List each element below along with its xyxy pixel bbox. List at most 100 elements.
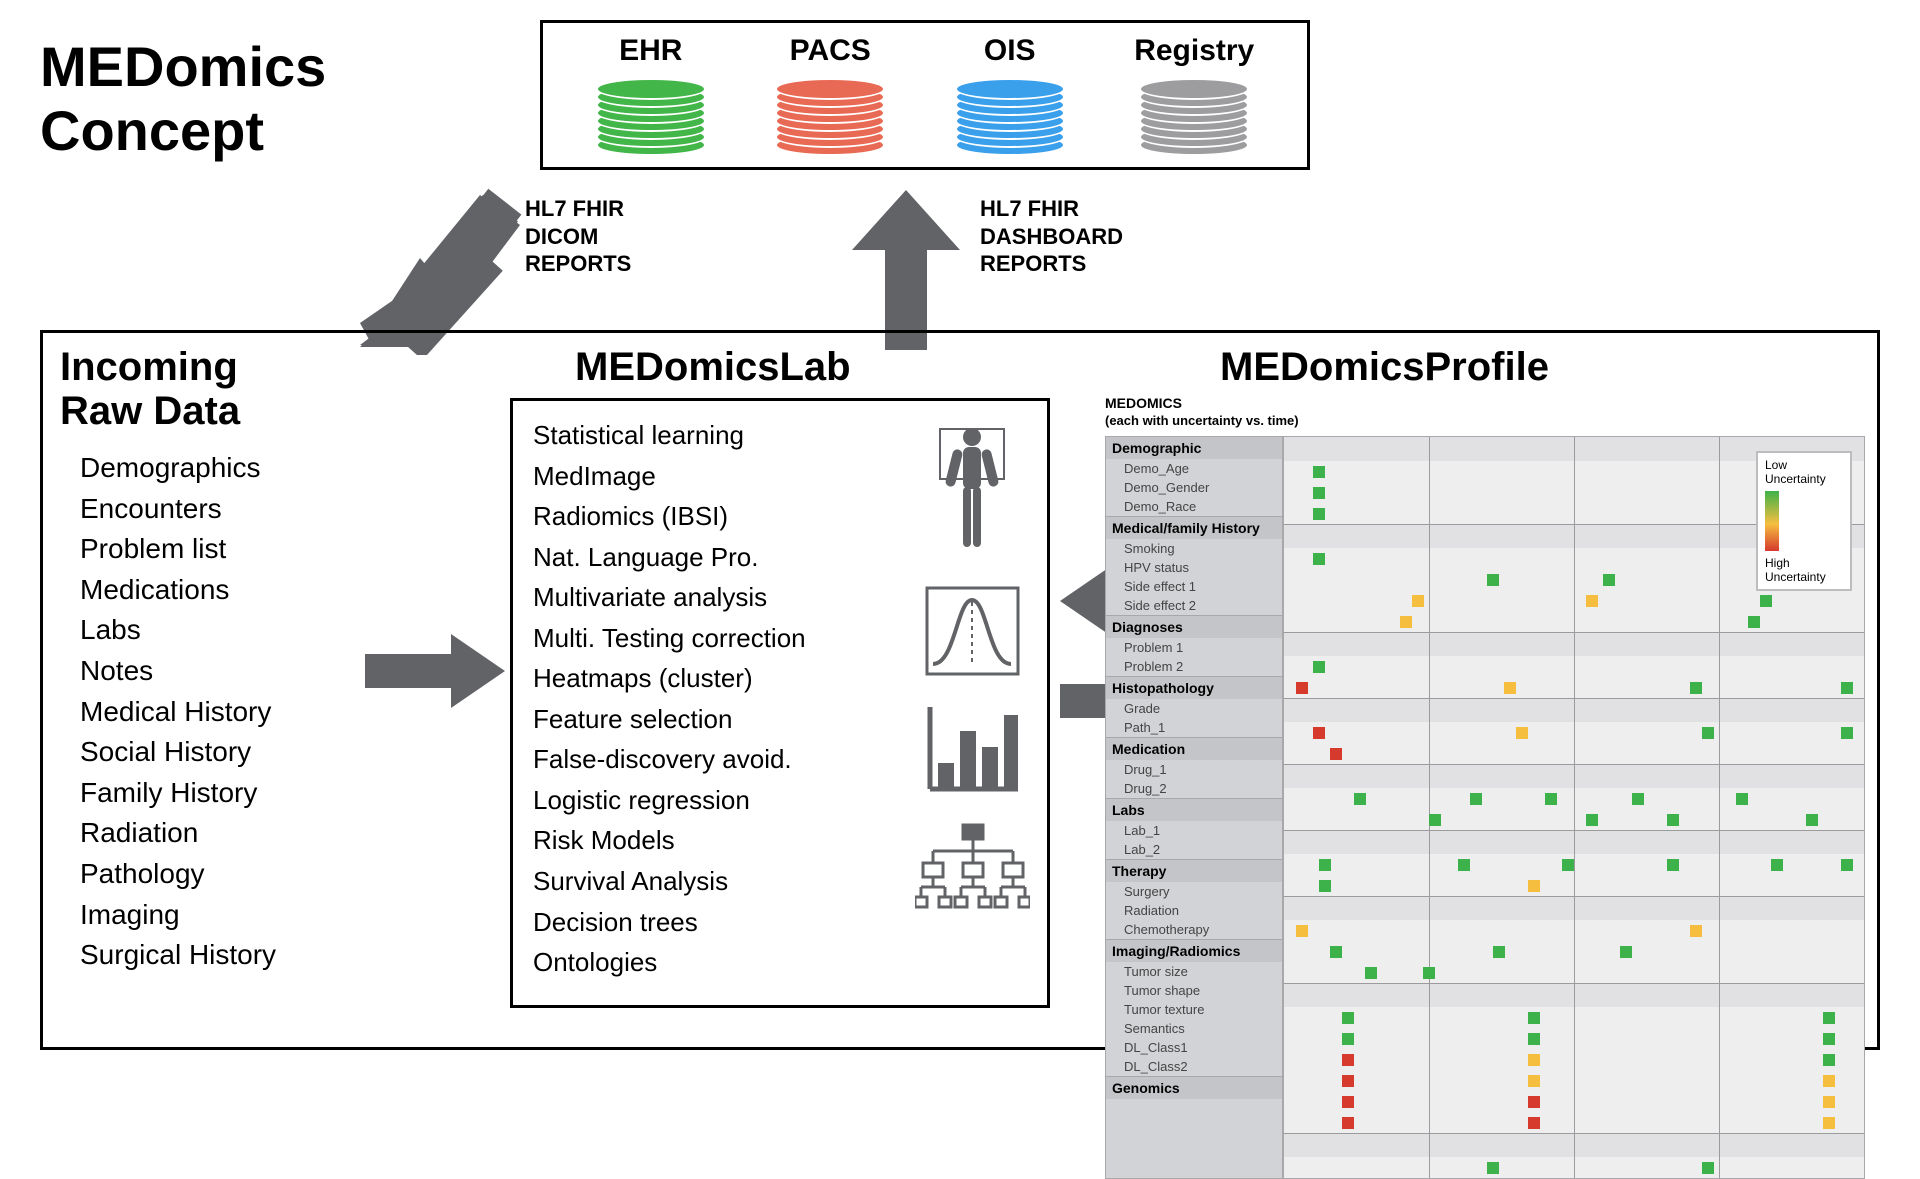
uncertainty-cell [1342, 1033, 1354, 1045]
uncertainty-cell [1342, 1012, 1354, 1024]
uncertainty-cell [1841, 682, 1853, 694]
profile-group-head: Labs [1106, 798, 1282, 821]
uncertainty-cell [1528, 1075, 1540, 1087]
uncertainty-cell [1528, 1033, 1540, 1045]
disk-stack-icon [1139, 78, 1249, 156]
uncertainty-cell [1603, 574, 1615, 586]
data-sources-box: EHRPACSOISRegistry [540, 20, 1310, 170]
uncertainty-cell [1296, 925, 1308, 937]
source-label: PACS [790, 34, 871, 68]
uncertainty-cell [1823, 1096, 1835, 1108]
profile-heat-grid: Low Uncertainty High Uncertainty [1283, 436, 1865, 1179]
disk-stack-icon [596, 78, 706, 156]
uncertainty-cell [1823, 1012, 1835, 1024]
profile-group-head: Therapy [1106, 859, 1282, 882]
arrow-raw-to-lab-icon [365, 630, 505, 710]
raw-data-item: Encounters [80, 489, 276, 530]
medomicslab-title: MEDomicsLab [575, 345, 851, 389]
lab-method-item: Feature selection [533, 699, 917, 740]
diagram-title: MEDomics Concept [40, 35, 326, 164]
medomicsprofile-panel: MEDOMICS (each with uncertainty vs. time… [1105, 395, 1865, 1035]
lab-method-item: Survival Analysis [533, 861, 917, 902]
uncertainty-cell [1586, 814, 1598, 826]
lab-method-item: Multi. Testing correction [533, 618, 917, 659]
uncertainty-cell [1771, 859, 1783, 871]
uncertainty-cell [1841, 727, 1853, 739]
arrow-sources-to-raw-icon [360, 180, 540, 350]
bell-curve-icon [925, 586, 1020, 676]
bar-chart-icon [922, 701, 1022, 796]
profile-row-label: Grade [1106, 699, 1282, 718]
raw-data-item: Imaging [80, 895, 276, 936]
source-item: OIS [955, 34, 1065, 156]
uncertainty-cell [1313, 553, 1325, 565]
source-label: EHR [619, 34, 682, 68]
uncertainty-cell [1748, 616, 1760, 628]
uncertainty-cell [1296, 682, 1308, 694]
uncertainty-cell [1365, 967, 1377, 979]
uncertainty-cell [1667, 814, 1679, 826]
profile-group-head: Genomics [1106, 1076, 1282, 1099]
lab-method-item: Multivariate analysis [533, 577, 917, 618]
uncertainty-cell [1330, 748, 1342, 760]
uncertainty-cell [1528, 1117, 1540, 1129]
uncertainty-cell [1458, 859, 1470, 871]
uncertainty-cell [1586, 595, 1598, 607]
uncertainty-cell [1493, 946, 1505, 958]
profile-row-label: Demo_Age [1106, 459, 1282, 478]
uncertainty-cell [1823, 1054, 1835, 1066]
profile-row-label [1106, 1099, 1282, 1103]
profile-row-label: Lab_1 [1106, 821, 1282, 840]
source-label: OIS [984, 34, 1036, 68]
uncertainty-cell [1319, 859, 1331, 871]
decision-tree-icon [915, 821, 1030, 921]
lab-method-item: Decision trees [533, 902, 917, 943]
lab-method-item: False-discovery avoid. [533, 739, 917, 780]
uncertainty-cell [1354, 793, 1366, 805]
lab-method-item: Statistical learning [533, 415, 917, 456]
uncertainty-cell [1313, 727, 1325, 739]
raw-data-item: Labs [80, 610, 276, 651]
uncertainty-cell [1690, 925, 1702, 937]
uncertainty-cell [1823, 1117, 1835, 1129]
profile-row-label: Side effect 2 [1106, 596, 1282, 615]
uncertainty-cell [1313, 508, 1325, 520]
profile-row-label: DL_Class1 [1106, 1038, 1282, 1057]
medomicslab-box: Statistical learningMedImageRadiomics (I… [510, 398, 1050, 1008]
uncertainty-cell [1528, 1054, 1540, 1066]
profile-row-labels: DemographicDemo_AgeDemo_GenderDemo_RaceM… [1105, 436, 1283, 1179]
profile-row-label: Chemotherapy [1106, 920, 1282, 939]
uncertainty-cell [1313, 466, 1325, 478]
raw-data-item: Radiation [80, 813, 276, 854]
uncertainty-cell [1504, 682, 1516, 694]
profile-group-head: Imaging/Radiomics [1106, 939, 1282, 962]
profile-row-label: Tumor texture [1106, 1000, 1282, 1019]
uncertainty-cell [1562, 859, 1574, 871]
uncertainty-cell [1667, 859, 1679, 871]
uncertainty-cell [1528, 1096, 1540, 1108]
profile-row-label: Drug_1 [1106, 760, 1282, 779]
profile-group-head: Medication [1106, 737, 1282, 760]
uncertainty-cell [1760, 595, 1772, 607]
profile-row-label: Smoking [1106, 539, 1282, 558]
uncertainty-cell [1632, 793, 1644, 805]
profile-row-label: Drug_2 [1106, 779, 1282, 798]
lab-method-item: MedImage [533, 456, 917, 497]
profile-row-label: HPV status [1106, 558, 1282, 577]
source-item: PACS [775, 34, 885, 156]
uncertainty-cell [1545, 793, 1557, 805]
uncertainty-cell [1487, 574, 1499, 586]
human-body-icon [937, 421, 1007, 561]
profile-row-label: Tumor shape [1106, 981, 1282, 1000]
profile-row-label: Side effect 1 [1106, 577, 1282, 596]
uncertainty-cell [1342, 1117, 1354, 1129]
uncertainty-cell [1400, 616, 1412, 628]
profile-subheader: (each with uncertainty vs. time) [1105, 413, 1865, 428]
disk-stack-icon [955, 78, 1065, 156]
raw-data-item: Medications [80, 570, 276, 611]
raw-data-item: Demographics [80, 448, 276, 489]
profile-heatmap: DemographicDemo_AgeDemo_GenderDemo_RaceM… [1105, 436, 1865, 1179]
uncertainty-cell [1690, 682, 1702, 694]
arrow-profile-to-sources-icon [840, 190, 970, 350]
uncertainty-cell [1806, 814, 1818, 826]
